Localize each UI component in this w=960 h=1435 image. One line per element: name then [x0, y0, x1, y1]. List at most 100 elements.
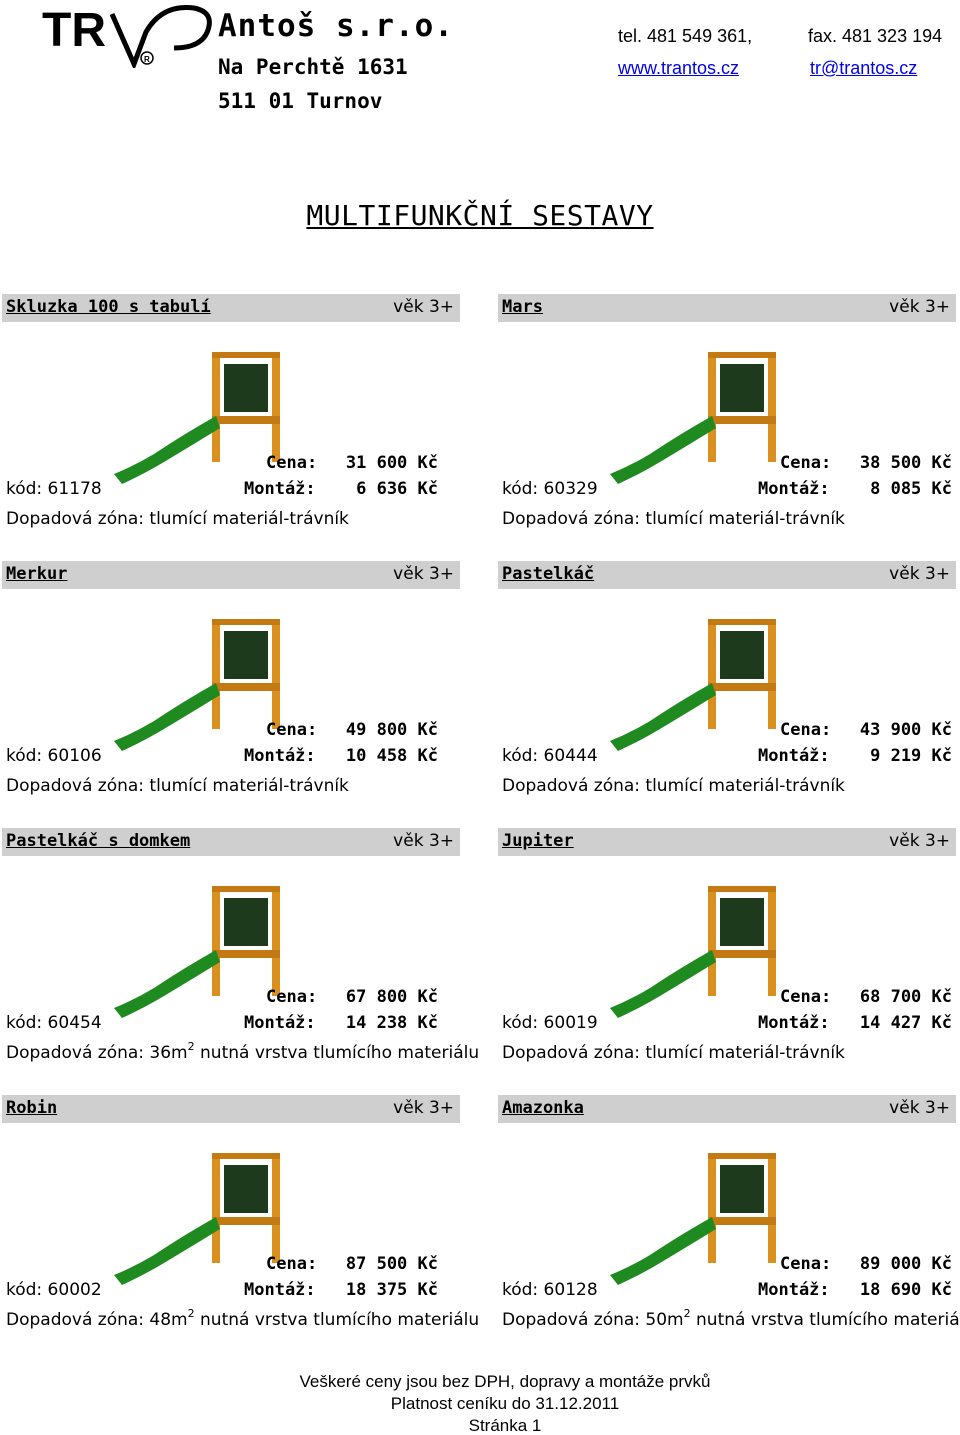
playground-illustration	[610, 619, 776, 751]
product-name[interactable]: Pastelkáč s domkem	[6, 831, 191, 851]
impact-zone: Dopadová zóna: 36m2 nutná vrstva tlumící…	[6, 1040, 480, 1063]
impact-zone: Dopadová zóna: tlumící materiál-trávník	[6, 776, 349, 796]
product-header-bar: Amazonka věk 3+	[498, 1095, 956, 1123]
footer-validity: Platnost ceníku do 31.12.2011	[390, 1394, 620, 1413]
playground-illustration	[114, 886, 280, 1018]
product-name[interactable]: Mars	[502, 297, 543, 317]
impact-zone: Dopadová zóna: tlumící materiál-trávník	[502, 509, 845, 529]
price-value: 87 500 Kč	[345, 1254, 438, 1274]
price-label: Cena:	[780, 720, 832, 740]
product-code: kód: 60106	[6, 746, 102, 766]
impact-zone-rest: nutná vrstva tlumícího materiálu	[690, 1310, 960, 1330]
assembly-label: Montáž:	[244, 1280, 316, 1300]
assembly-value: 18 375 Kč	[345, 1280, 438, 1300]
product-age: věk 3+	[393, 831, 454, 851]
playground-illustration	[114, 1153, 280, 1285]
product-header-bar: Pastelkáč věk 3+	[498, 561, 956, 589]
product-code: kód: 60019	[502, 1013, 598, 1033]
price-label: Cena:	[266, 453, 318, 473]
product-card: Merkur věk 3+ Cena: 49 800 Kč kód: 60106 Mont…	[2, 561, 460, 806]
product-name[interactable]: Pastelkáč	[502, 564, 595, 584]
playground-illustration	[610, 352, 776, 484]
price-value: 89 000 Kč	[859, 1254, 952, 1274]
price-value: 49 800 Kč	[345, 720, 438, 740]
price-value: 43 900 Kč	[859, 720, 952, 740]
product-age: věk 3+	[889, 564, 950, 584]
impact-zone-text: Dopadová zóna: tlumící materiál-trávník	[502, 1043, 845, 1063]
email-link[interactable]: tr@trantos.cz	[810, 58, 918, 78]
playground-illustration	[610, 1153, 776, 1285]
assembly-label: Montáž:	[758, 746, 830, 766]
impact-zone-text: Dopadová zóna: 48m	[6, 1310, 188, 1330]
assembly-label: Montáž:	[758, 1013, 830, 1033]
price-value: 31 600 Kč	[345, 453, 438, 473]
product-code: kód: 60128	[502, 1280, 598, 1300]
product-name[interactable]: Merkur	[6, 564, 68, 584]
price-value: 67 800 Kč	[345, 987, 438, 1007]
product-code: kód: 61178	[6, 479, 102, 499]
price-label: Cena:	[780, 1254, 832, 1274]
price-label: Cena:	[780, 987, 832, 1007]
assembly-label: Montáž:	[758, 479, 830, 499]
product-header-bar: Jupiter věk 3+	[498, 828, 956, 856]
price-label: Cena:	[266, 720, 318, 740]
product-header-bar: Robin věk 3+	[2, 1095, 460, 1123]
product-card: Robin věk 3+ Cena: 87 500 Kč kód: 60002 Montá…	[2, 1095, 479, 1340]
product-age: věk 3+	[889, 831, 950, 851]
product-card: Mars věk 3+ Cena: 38 500 Kč kód: 60329 Montáž…	[498, 294, 956, 539]
product-header-bar: Mars věk 3+	[498, 294, 956, 322]
assembly-value: 8 085 Kč	[870, 479, 952, 499]
product-age: věk 3+	[889, 1098, 950, 1118]
playground-illustration	[114, 352, 280, 484]
product-age: věk 3+	[393, 564, 454, 584]
svg-text:R: R	[144, 55, 150, 64]
impact-zone: Dopadová zóna: 48m2 nutná vrstva tlumící…	[6, 1307, 480, 1330]
product-name[interactable]: Jupiter	[502, 831, 574, 851]
phone-number: tel. 481 549 361,	[618, 26, 753, 46]
footer-page-number: Stránka 1	[468, 1416, 542, 1435]
svg-text:TR: TR	[42, 4, 106, 57]
price-value: 38 500 Kč	[859, 453, 952, 473]
assembly-value: 9 219 Kč	[870, 746, 952, 766]
impact-zone-text: Dopadová zóna: tlumící materiál-trávník	[6, 776, 349, 796]
price-label: Cena:	[266, 987, 318, 1007]
product-age: věk 3+	[889, 297, 950, 317]
website-link[interactable]: www.trantos.cz	[618, 58, 740, 78]
impact-zone-text: Dopadová zóna: tlumící materiál-trávník	[502, 509, 845, 529]
product-card: Jupiter věk 3+ Cena: 68 700 Kč kód: 60019 Mon…	[498, 828, 956, 1073]
price-label: Cena:	[266, 1254, 318, 1274]
impact-zone: Dopadová zóna: 50m2 nutná vrstva tlumící…	[502, 1307, 960, 1330]
product-code: kód: 60002	[6, 1280, 102, 1300]
impact-zone-rest: nutná vrstva tlumícího materiálu	[194, 1310, 480, 1330]
playground-illustration	[610, 886, 776, 1018]
impact-zone-sup: 2	[187, 1040, 195, 1053]
product-card: Pastelkáč s domkem věk 3+ Cena: 67 800 Kč kó…	[2, 828, 479, 1073]
company-city: 511 01 Turnov	[218, 89, 383, 113]
price-label: Cena:	[780, 453, 832, 473]
company-name: Antoš s.r.o.	[218, 8, 454, 44]
product-code: kód: 60329	[502, 479, 598, 499]
page-title: MULTIFUNKČNÍ SESTAVY	[306, 199, 654, 232]
company-street: Na Perchtě 1631	[218, 55, 408, 79]
assembly-label: Montáž:	[758, 1280, 830, 1300]
product-name[interactable]: Amazonka	[502, 1098, 584, 1118]
fax-number: fax. 481 323 194	[808, 26, 943, 46]
impact-zone-text: Dopadová zóna: 36m	[6, 1043, 188, 1063]
product-card: Pastelkáč věk 3+ Cena: 43 900 Kč kód: 60444 M…	[498, 561, 956, 806]
product-name[interactable]: Skluzka 100 s tabulí	[6, 297, 211, 317]
product-code: kód: 60444	[502, 746, 598, 766]
impact-zone-text: Dopadová zóna: 50m	[502, 1310, 684, 1330]
product-name[interactable]: Robin	[6, 1098, 58, 1118]
product-code: kód: 60454	[6, 1013, 102, 1033]
impact-zone-rest: nutná vrstva tlumícího materiálu	[194, 1043, 480, 1063]
product-age: věk 3+	[393, 297, 454, 317]
assembly-value: 14 427 Kč	[859, 1013, 952, 1033]
company-logo-icon: TR R	[42, 4, 212, 68]
impact-zone: Dopadová zóna: tlumící materiál-trávník	[502, 776, 845, 796]
product-card: Amazonka věk 3+ Cena: 89 000 Kč kód: 60128 Mo…	[498, 1095, 960, 1340]
product-header-bar: Merkur věk 3+	[2, 561, 460, 589]
assembly-value: 10 458 Kč	[345, 746, 438, 766]
footer-price-note: Veškeré ceny jsou bez DPH, dopravy a mon…	[299, 1372, 711, 1391]
product-header-bar: Skluzka 100 s tabulí věk 3+	[2, 294, 460, 322]
assembly-value: 18 690 Kč	[859, 1280, 952, 1300]
